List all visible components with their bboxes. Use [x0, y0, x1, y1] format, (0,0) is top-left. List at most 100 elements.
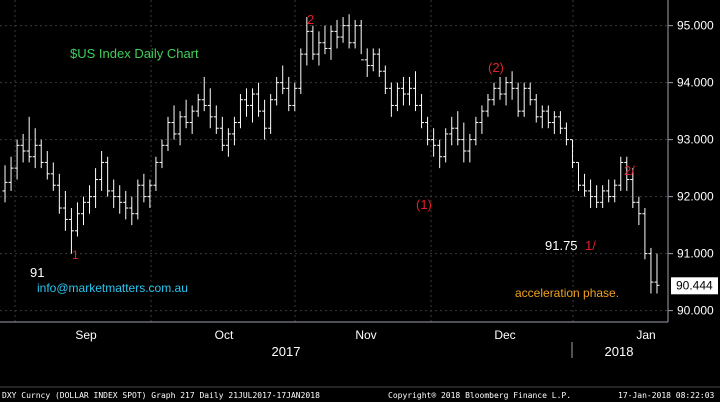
ohlc-bar [304, 17, 310, 66]
ohlc-bar [569, 139, 575, 169]
last-price-label: 90.444 [676, 278, 713, 292]
ohlc-bar [328, 25, 334, 60]
month-label-sep: Sep [75, 328, 97, 342]
ohlc-bar [262, 99, 268, 140]
ohlc-bar [316, 31, 322, 66]
y-axis-ticks: 95.000 94.000 93.000 92.000 91.000 90.000 [668, 19, 714, 318]
ohlc-bar [93, 168, 99, 209]
ohlc-bar [648, 247, 654, 294]
ohlc-bar [99, 151, 105, 191]
price-bars [2, 14, 660, 294]
ohlc-bar [334, 19, 340, 49]
ohlc-bar [213, 105, 219, 134]
ohlc-bar [521, 82, 527, 117]
ohlc-bar [443, 128, 449, 163]
year-label-2018: 2018 [605, 344, 634, 359]
ohlc-bar [14, 139, 20, 180]
ohlc-bar [533, 94, 539, 123]
ohlc-bar [250, 88, 256, 123]
wave-label-paren-2: (2) [488, 60, 504, 75]
chart-title: $US Index Daily Chart [70, 46, 199, 61]
ohlc-bar [449, 116, 455, 146]
y-tick-label: 91.000 [677, 247, 714, 261]
ohlc-bar [394, 82, 400, 112]
ohlc-bar [237, 94, 243, 129]
ohlc-bar [177, 111, 183, 146]
ohlc-bar [74, 202, 80, 237]
ohlc-bar [292, 82, 298, 112]
ohlc-bar [105, 156, 111, 197]
ohlc-bar [165, 116, 171, 152]
ohlc-bar [159, 139, 165, 169]
ohlc-bar [406, 76, 412, 106]
last-price-box [671, 277, 718, 295]
ohlc-bar [201, 76, 207, 112]
ohlc-bar [455, 111, 461, 146]
label-91: 91 [30, 265, 44, 280]
y-tick-label: 95.000 [677, 19, 714, 33]
acceleration-note: acceleration phase. [515, 286, 619, 300]
ohlc-bar [479, 105, 485, 134]
ohlc-bar [654, 253, 660, 294]
ohlc-bar [322, 25, 328, 55]
ohlc-bar [2, 165, 8, 203]
y-tick-label: 90.000 [677, 304, 714, 318]
ohlc-bar [44, 151, 50, 180]
ohlc-bar [618, 156, 624, 191]
ohlc-bar [123, 190, 129, 220]
ohlc-bar [600, 185, 606, 209]
ohlc-bar [8, 156, 14, 191]
email-link[interactable]: info@marketmatters.com.au [37, 281, 188, 295]
ohlc-bar [117, 185, 123, 214]
ohlc-bar [280, 65, 286, 95]
ohlc-bar [256, 82, 262, 117]
ohlc-bar [207, 88, 213, 129]
footer-timestamp: 17-Jan-2018 08:22:03 [618, 391, 715, 400]
ohlc-bar [461, 122, 467, 163]
wave-label-1: 1 [72, 248, 79, 262]
ohlc-bar [141, 173, 147, 203]
ohlc-bar [268, 94, 274, 134]
ohlc-bar [527, 82, 533, 106]
ohlc-bar [612, 179, 618, 203]
ohlc-bar [624, 156, 630, 191]
ohlc-bar [62, 190, 68, 231]
ohlc-bar [38, 139, 44, 169]
ohlc-bar [298, 48, 304, 95]
footer-series-info: DXY Curncy (DOLLAR INDEX SPOT) Graph 217… [2, 391, 320, 400]
month-label-dec: Dec [494, 328, 515, 342]
ohlc-bar [630, 168, 636, 209]
ohlc-bar [370, 48, 376, 72]
ohlc-bar [594, 185, 600, 209]
ohlc-bar [231, 116, 237, 146]
ohlc-bar [346, 14, 352, 49]
ohlc-bar [437, 139, 443, 169]
ohlc-bar [147, 179, 153, 209]
ohlc-bar [545, 105, 551, 129]
ohlc-bar [50, 162, 56, 191]
ohlc-bar [243, 88, 249, 117]
ohlc-bar [413, 71, 419, 112]
ohlc-bar [576, 161, 582, 191]
ohlc-bar [171, 105, 177, 140]
year-label-2017: 2017 [272, 344, 301, 359]
ohlc-bar [431, 128, 437, 157]
ohlc-bar [153, 156, 159, 191]
ohlc-bar [364, 48, 370, 77]
ohlc-bar [26, 116, 32, 163]
ohlc-bar [473, 116, 479, 146]
y-tick-label: 93.000 [677, 133, 714, 147]
ohlc-bar [539, 105, 545, 129]
label-91-75: 91.75 [545, 238, 578, 253]
month-label-jan: Jan [636, 328, 655, 342]
ohlc-bar [400, 76, 406, 106]
ohlc-bar [20, 133, 26, 163]
ohlc-bar [225, 128, 231, 157]
ohlc-bar [358, 19, 364, 61]
ohlc-bar [68, 208, 74, 254]
ohlc-bar [419, 94, 425, 129]
ohlc-bar [80, 196, 86, 226]
ohlc-bar [425, 116, 431, 146]
ohlc-bar [340, 17, 346, 43]
